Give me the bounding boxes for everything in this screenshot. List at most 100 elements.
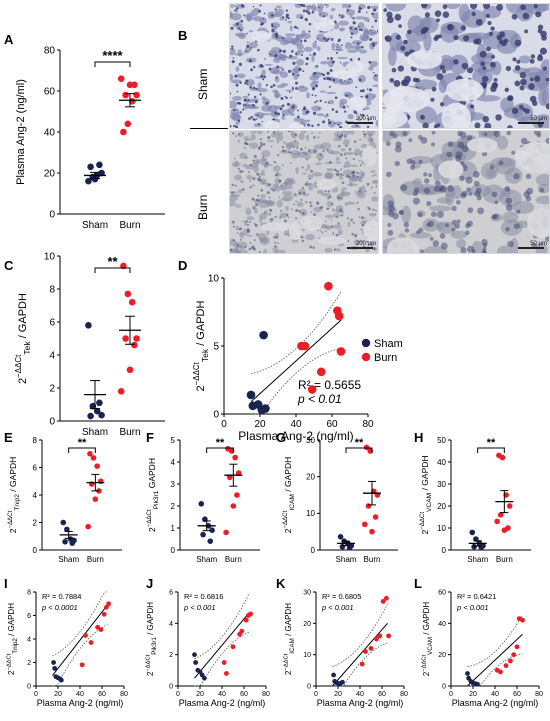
tissue-region [295, 167, 299, 175]
data-point-g-sham [337, 534, 344, 540]
cell-nucleus [237, 133, 241, 136]
data-point-a-burn [126, 81, 134, 89]
cell-nucleus [528, 83, 535, 90]
tissue-region [319, 90, 326, 93]
cell-nucleus [324, 220, 327, 222]
cell-nucleus [373, 71, 375, 74]
cell-nucleus [296, 27, 299, 30]
cell-nucleus [493, 131, 501, 138]
cell-nucleus [432, 240, 440, 247]
cell-nucleus [285, 19, 287, 21]
histology-sham-low-mag: 200 μm [229, 3, 379, 129]
cell-nucleus [291, 50, 294, 53]
cell-nucleus [518, 104, 524, 110]
cell-nucleus [239, 29, 243, 32]
cell-nucleus [295, 53, 298, 56]
tissue-region [282, 193, 293, 202]
cell-nucleus [520, 4, 527, 11]
significance-bracket-a [94, 61, 131, 67]
cell-nucleus [353, 140, 357, 143]
cell-nucleus [282, 114, 285, 117]
tissue-region [342, 138, 350, 146]
cell-nucleus [255, 87, 258, 90]
y-axis-label-f-text: 2−ΔΔCtPik3r1 GAPDH [146, 458, 160, 532]
cell-nucleus [336, 173, 340, 177]
tissue-region [320, 60, 330, 65]
cell-nucleus [357, 208, 360, 211]
cell-nucleus [252, 6, 255, 8]
cell-nucleus [506, 131, 511, 136]
cell-nucleus [470, 4, 478, 10]
tissue-region [245, 12, 254, 21]
cell-nucleus [536, 132, 542, 138]
tissue-region [387, 46, 397, 66]
data-point-f-burn [232, 454, 238, 461]
cell-nucleus [245, 156, 248, 159]
histology-image [383, 131, 549, 253]
cell-nucleus [345, 94, 348, 97]
ylabel-superscript: −ΔΔCt [6, 653, 12, 670]
cell-nucleus [357, 42, 360, 45]
cell-nucleus [250, 47, 252, 49]
y-axis-label-a-text: Plasma Ang-2 (ng/ml) [15, 79, 27, 185]
data-point-d-burn [300, 341, 310, 351]
cell-nucleus [366, 125, 370, 128]
cell-nucleus [243, 14, 246, 17]
cell-nucleus [303, 192, 306, 195]
tissue-region [347, 49, 358, 54]
cell-nucleus [304, 153, 307, 156]
cell-nucleus [258, 251, 262, 253]
cell-nucleus [288, 150, 290, 153]
cell-nucleus [326, 168, 329, 171]
cell-nucleus [442, 4, 448, 10]
cell-nucleus [252, 159, 255, 162]
cell-nucleus [446, 151, 453, 158]
cell-nucleus [387, 229, 394, 236]
tissue-region [339, 101, 345, 109]
x-tick-label-l: 80 [535, 691, 543, 698]
cell-nucleus [235, 83, 239, 87]
tissue-region [272, 165, 281, 172]
cell-nucleus [278, 179, 282, 183]
histology-image [230, 4, 378, 128]
cell-nucleus [483, 132, 488, 136]
x-tick-label-j: 20 [196, 691, 204, 698]
cell-nucleus [239, 170, 243, 174]
tissue-region [316, 46, 321, 51]
tissue-region [445, 4, 461, 10]
y-tick-label-j: 0 [169, 683, 173, 690]
cell-nucleus [285, 96, 288, 100]
cell-nucleus [268, 67, 272, 71]
cell-nucleus [412, 197, 420, 205]
histology-image [230, 131, 378, 253]
data-point-g-burn [372, 514, 379, 520]
cell-nucleus [259, 144, 263, 147]
x-tick-label-i: 20 [54, 691, 62, 698]
cell-nucleus [335, 110, 339, 114]
data-point-f-burn [235, 470, 242, 476]
tissue-region [334, 121, 343, 126]
cell-nucleus [428, 173, 433, 178]
cell-nucleus [235, 10, 238, 13]
cell-nucleus [237, 167, 241, 170]
cell-nucleus [460, 25, 466, 31]
tissue-region [344, 42, 353, 50]
data-point-e-burn [94, 463, 100, 469]
cell-nucleus [444, 223, 450, 228]
alveolar-space [288, 222, 302, 240]
cell-nucleus [236, 244, 239, 247]
cell-nucleus [514, 65, 521, 71]
data-point-f-burn [234, 492, 240, 498]
cell-nucleus [256, 233, 259, 236]
cell-nucleus [459, 131, 467, 139]
cell-nucleus [252, 177, 256, 181]
confidence-band-d [251, 347, 342, 415]
alveolar-space [515, 141, 549, 173]
cell-nucleus [366, 114, 369, 117]
cell-nucleus [387, 200, 394, 207]
cell-nucleus [248, 221, 251, 224]
cell-nucleus [324, 4, 327, 6]
tissue-region [344, 4, 352, 9]
tissue-region [329, 150, 341, 155]
tissue-region [246, 216, 255, 221]
